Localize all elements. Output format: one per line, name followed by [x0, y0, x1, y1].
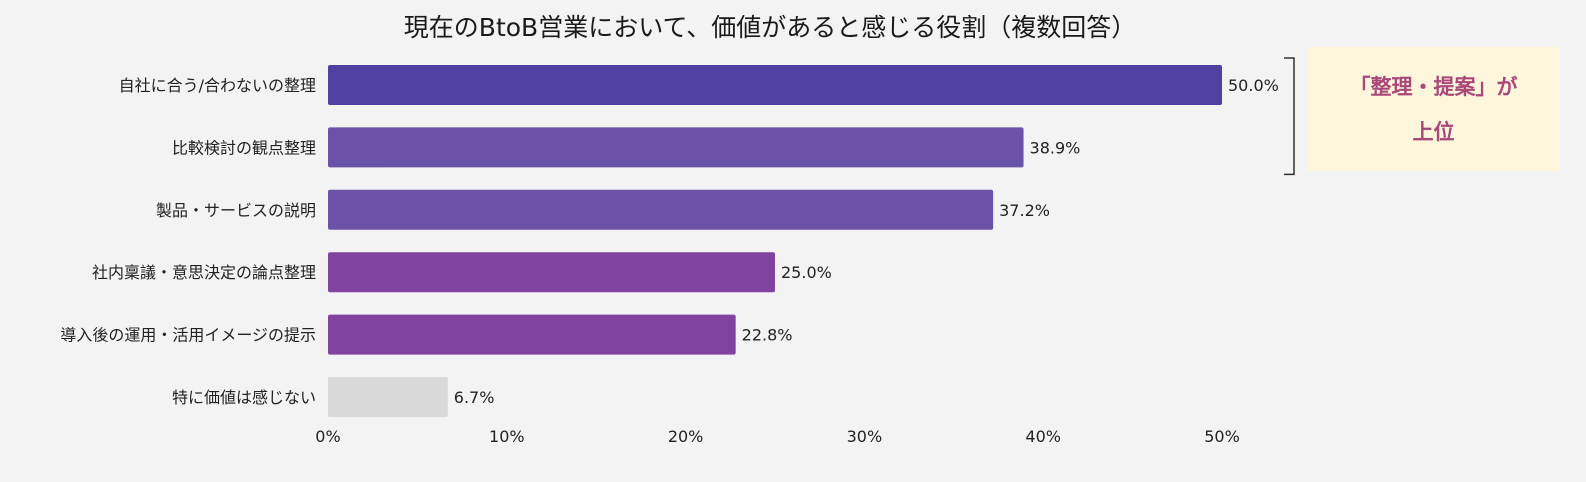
- x-tick-2: 20%: [668, 427, 704, 446]
- bar-2: [328, 127, 1024, 168]
- value-label-4: 25.0%: [781, 263, 832, 282]
- x-axis-ticks: 0% 10% 20% 30% 40% 50%: [315, 427, 1239, 446]
- bar-5: [328, 314, 736, 355]
- annotation: 「整理・提案」が 上位: [1284, 47, 1560, 176]
- x-tick-5: 50%: [1204, 427, 1240, 446]
- value-label-2: 38.9%: [1030, 138, 1081, 157]
- value-labels: 50.0% 38.9% 37.2% 25.0% 22.8% 6.7%: [454, 76, 1279, 407]
- category-label-4: 社内稟議・意思決定の論点整理: [92, 263, 316, 282]
- value-label-6: 6.7%: [454, 388, 495, 407]
- bar-6: [328, 377, 448, 417]
- annotation-line-1: 「整理・提案」が: [1350, 75, 1518, 99]
- category-label-1: 自社に合う/合わないの整理: [119, 76, 316, 95]
- category-label-3: 製品・サービスの説明: [156, 201, 316, 220]
- x-tick-1: 10%: [489, 427, 525, 446]
- category-labels: 自社に合う/合わないの整理比較検討の観点整理製品・サービスの説明社内稟議・意思決…: [60, 76, 316, 407]
- x-tick-0: 0%: [315, 427, 340, 446]
- value-label-5: 22.8%: [742, 326, 793, 345]
- bar-3: [328, 189, 994, 230]
- annotation-bracket: [1284, 57, 1295, 176]
- x-tick-4: 40%: [1025, 427, 1061, 446]
- category-label-6: 特に価値は感じない: [172, 388, 316, 407]
- value-label-1: 50.0%: [1228, 76, 1279, 95]
- annotation-box: [1307, 47, 1560, 171]
- bar-1: [328, 65, 1222, 105]
- category-label-2: 比較検討の観点整理: [172, 138, 316, 157]
- chart-title: 現在のBtoB営業において、価値があると感じる役割（複数回答）: [404, 13, 1136, 42]
- x-tick-3: 30%: [847, 427, 883, 446]
- bar-4: [328, 252, 775, 293]
- bars-layer: [328, 65, 1222, 417]
- category-label-5: 導入後の運用・活用イメージの提示: [60, 326, 316, 345]
- value-label-3: 37.2%: [999, 201, 1050, 220]
- annotation-line-2: 上位: [1413, 120, 1455, 144]
